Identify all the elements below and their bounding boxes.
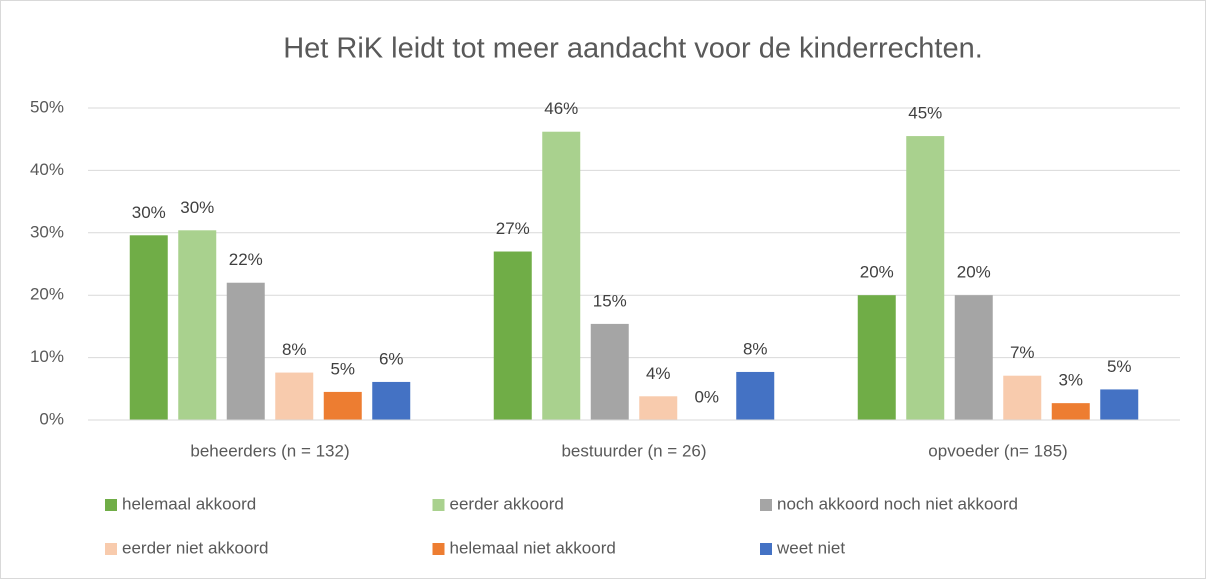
bar (275, 372, 314, 420)
chart-title: Het RiK leidt tot meer aandacht voor de … (283, 33, 983, 65)
data-label: 5% (1107, 357, 1132, 376)
data-label: 30% (180, 198, 214, 217)
data-label: 4% (646, 364, 671, 383)
data-label: 0% (694, 387, 719, 406)
y-tick-label: 0% (39, 409, 64, 428)
bar (590, 323, 629, 420)
bar (639, 396, 678, 420)
bar (372, 381, 411, 420)
legend-swatch (432, 499, 445, 511)
bar (857, 295, 896, 420)
bar (178, 230, 217, 420)
data-label: 6% (379, 349, 404, 368)
data-label: 30% (132, 203, 166, 222)
data-label: 15% (593, 291, 627, 310)
x-tick-label: beheerders (n = 132) (190, 441, 349, 460)
bar (129, 235, 168, 420)
bar (1051, 403, 1090, 420)
legend-swatch (760, 499, 772, 511)
y-tick-label: 50% (30, 97, 64, 116)
legend-swatch (105, 543, 117, 555)
data-label: 3% (1058, 371, 1083, 390)
data-label: 27% (496, 219, 530, 238)
x-tick-label: opvoeder (n= 185) (928, 441, 1067, 460)
data-label: 20% (957, 263, 991, 282)
data-label: 8% (282, 340, 307, 359)
legend-label: helemaal niet akkoord (450, 538, 616, 557)
legend-swatch (432, 543, 445, 555)
data-label: 20% (860, 263, 894, 282)
y-tick-label: 40% (30, 160, 64, 179)
bar (323, 391, 362, 420)
data-label: 45% (908, 104, 942, 123)
legend-label: weet niet (776, 538, 845, 557)
bar (1003, 375, 1042, 420)
data-label: 5% (330, 359, 355, 378)
legend-label: eerder akkoord (450, 494, 564, 513)
bar (736, 371, 775, 420)
bar (954, 295, 993, 420)
data-label: 7% (1010, 343, 1035, 362)
legend-label: helemaal akkoord (122, 494, 256, 513)
legend-swatch (760, 543, 772, 555)
y-tick-label: 20% (30, 285, 64, 304)
bar (906, 136, 945, 420)
data-label: 8% (743, 339, 768, 358)
bar (226, 282, 265, 420)
y-tick-label: 30% (30, 222, 64, 241)
x-tick-label: bestuurder (n = 26) (561, 441, 706, 460)
legend-label: eerder niet akkoord (122, 538, 268, 557)
legend-label: noch akkoord noch niet akkoord (777, 494, 1018, 513)
bar (1100, 389, 1139, 420)
y-tick-label: 10% (30, 347, 64, 366)
data-label: 46% (544, 99, 578, 118)
bar (542, 131, 581, 420)
legend-swatch (105, 499, 117, 511)
bar (493, 251, 532, 420)
data-label: 22% (229, 250, 263, 269)
